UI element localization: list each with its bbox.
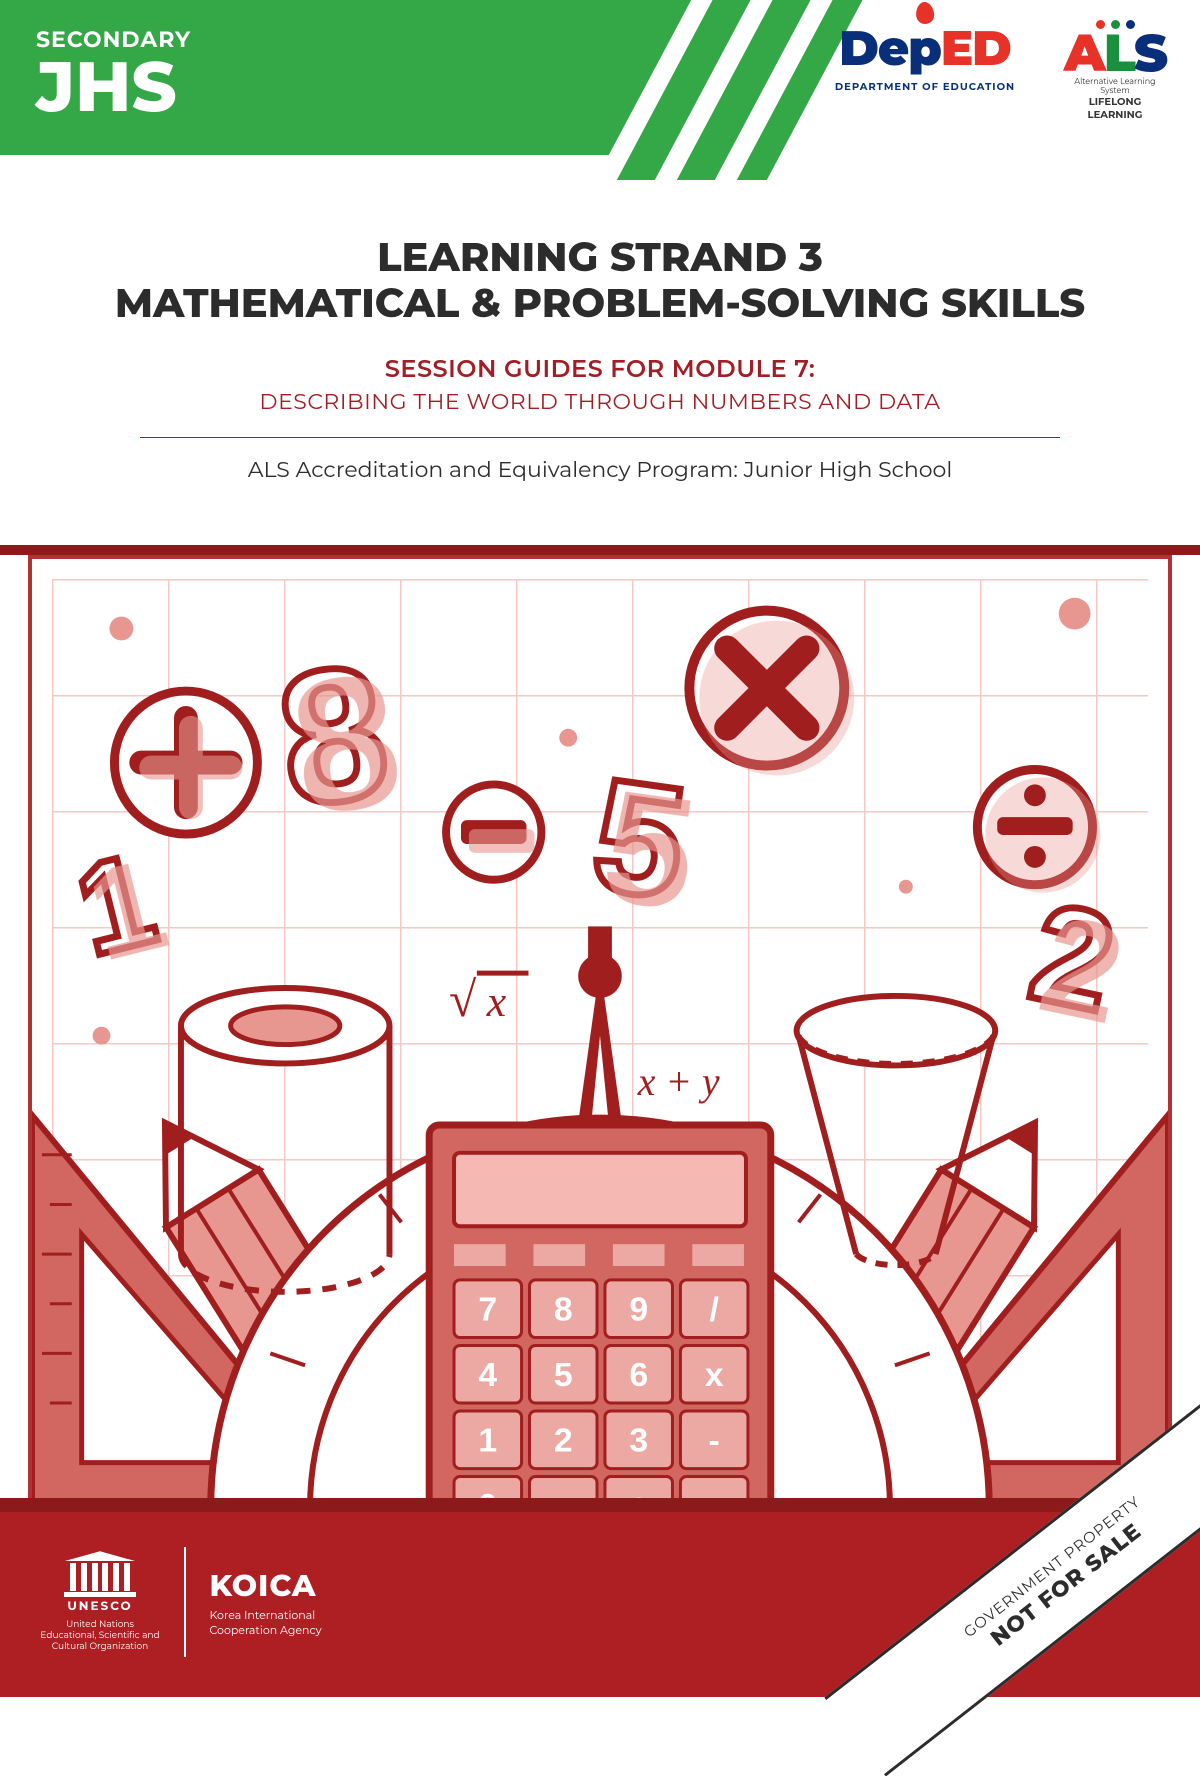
formula-sum: x + y	[637, 1060, 720, 1104]
strand-title-line1: LEARNING STRAND 3	[70, 235, 1130, 281]
unesco-temple-icon	[64, 1551, 136, 1597]
calculator-icon: 789/456x123-0.+=	[429, 1125, 771, 1527]
divide-op-icon	[977, 770, 1100, 893]
koica-logo: KOICA Korea InternationalCooperation Age…	[210, 1567, 322, 1637]
minus-op-icon	[446, 784, 541, 879]
banner-level: JHS	[36, 51, 191, 121]
footer-band: UNESCO United NationsEducational, Scient…	[0, 1512, 1200, 1697]
title-block: LEARNING STRAND 3 MATHEMATICAL & PROBLEM…	[0, 235, 1200, 483]
calculator-key-label: 1	[478, 1422, 497, 1460]
unesco-name: UNESCO	[67, 1599, 132, 1614]
session-title-line2: DESCRIBING THE WORLD THROUGH NUMBERS AND…	[70, 388, 1130, 415]
formula-sqrt: √	[449, 972, 477, 1027]
strand-title-line2: MATHEMATICAL & PROBLEM-SOLVING SKILLS	[70, 281, 1130, 327]
header-logos: De p ED DEPARTMENT OF EDUCATION ALS Alte…	[820, 20, 1170, 121]
sash-line1: GOVERNMENT PROPERTY	[960, 1492, 1144, 1642]
deped-wordmark: De p ED	[839, 20, 1011, 78]
calculator-key-label: x	[705, 1356, 724, 1394]
illustration-frame: √ x x + y 789/456x123-0.+=	[28, 555, 1172, 1527]
calculator-key-label: 3	[629, 1422, 648, 1460]
calculator-key-label: 9	[629, 1291, 648, 1329]
title-divider	[140, 437, 1060, 438]
unesco-sub: United NationsEducational, Scientific an…	[40, 1620, 159, 1652]
koica-sub: Korea InternationalCooperation Agency	[210, 1608, 322, 1637]
als-sub-big: LIFELONG LEARNING	[1060, 95, 1170, 121]
als-logo: ALS Alternative Learning System LIFELONG…	[1060, 20, 1170, 121]
koica-name: KOICA	[210, 1567, 322, 1604]
als-sub-small: Alternative Learning System	[1060, 78, 1170, 96]
als-letter: A	[1064, 22, 1104, 85]
als-letter: L	[1104, 22, 1134, 85]
calculator-key-label: 7	[478, 1291, 497, 1329]
sash-line2: NOT FOR SALE	[985, 1517, 1146, 1651]
deped-suffix: ED	[941, 20, 1011, 78]
math-illustration: √ x x + y 789/456x123-0.+=	[32, 559, 1168, 1527]
calculator-key-label: -	[709, 1422, 720, 1460]
illustration-area: √ x x + y 789/456x123-0.+=	[0, 545, 1200, 1697]
svg-text:1: 1	[75, 832, 180, 989]
times-op-icon	[689, 611, 854, 776]
deped-logo: De p ED DEPARTMENT OF EDUCATION	[820, 20, 1030, 115]
header-banner: SECONDARY JHS De p ED DEPARTMENT OF EDUC…	[0, 0, 1200, 155]
footer-divider	[184, 1547, 186, 1657]
session-title-line1: SESSION GUIDES FOR MODULE 7:	[70, 355, 1130, 384]
calculator-key-label: 6	[629, 1356, 648, 1394]
als-wordmark: ALS	[1064, 31, 1166, 78]
als-letter: S	[1134, 22, 1166, 85]
plus-op-icon	[114, 691, 257, 834]
calculator-key-label: 5	[554, 1356, 573, 1394]
deped-prefix: De	[839, 20, 908, 78]
calculator-key-label: 8	[554, 1291, 573, 1329]
calculator-key-label: 4	[478, 1356, 497, 1394]
deped-subtitle: DEPARTMENT OF EDUCATION	[835, 80, 1015, 93]
program-name: ALS Accreditation and Equivalency Progra…	[70, 456, 1130, 483]
unesco-logo: UNESCO United NationsEducational, Scient…	[40, 1551, 160, 1652]
calculator-key-label: 2	[554, 1422, 573, 1460]
footer-logos: UNESCO United NationsEducational, Scient…	[40, 1547, 322, 1657]
calculator-key-label: /	[709, 1291, 719, 1329]
svg-text:x: x	[486, 978, 507, 1026]
banner-text: SECONDARY JHS	[36, 26, 191, 121]
deped-mid: p	[908, 20, 941, 78]
